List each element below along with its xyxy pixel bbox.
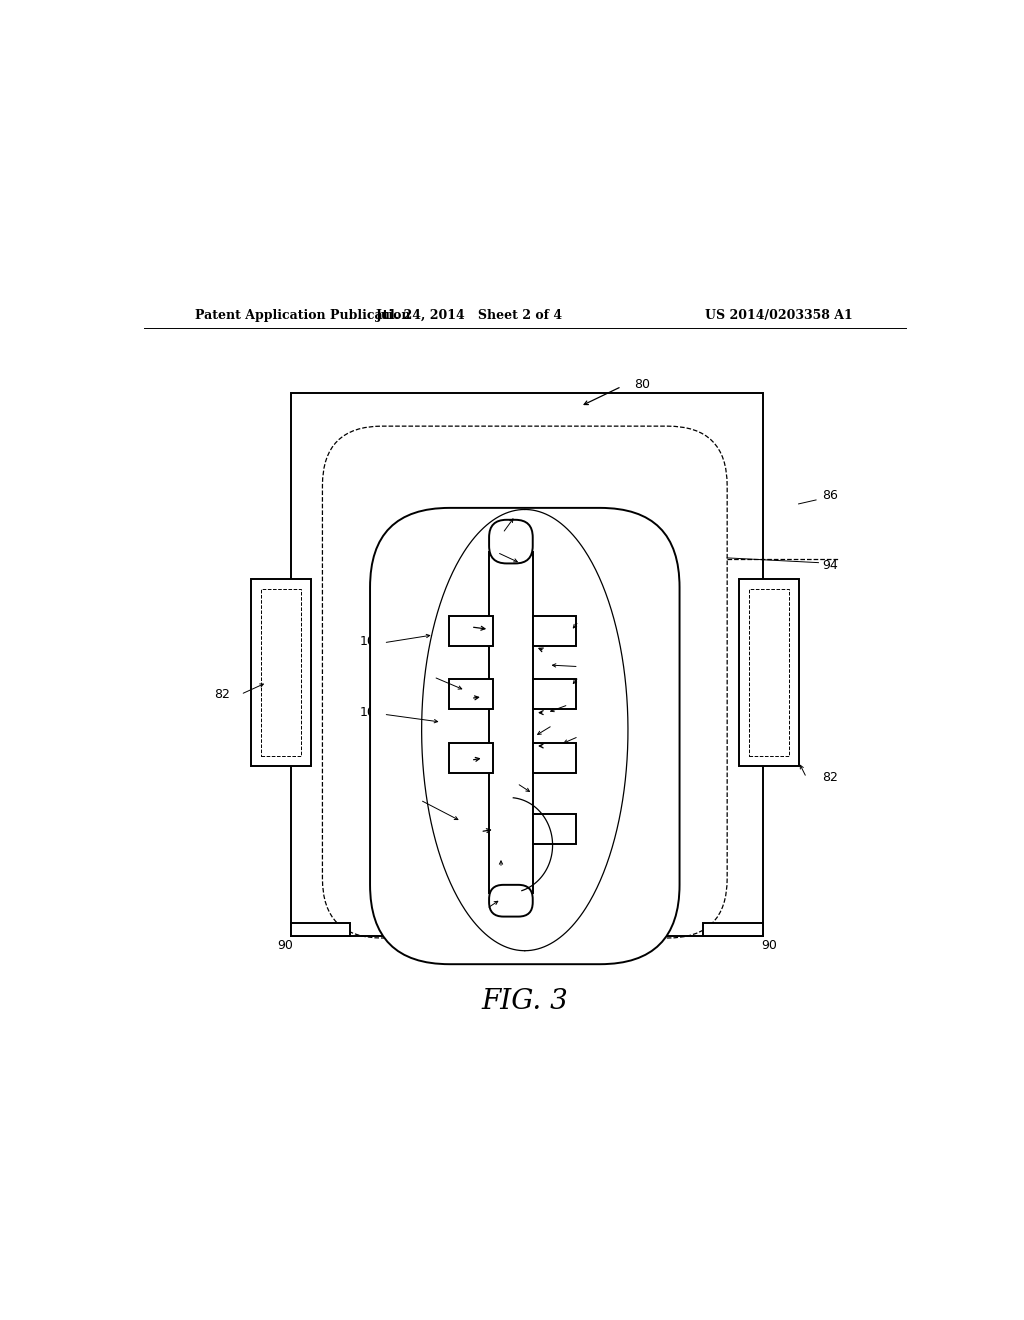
Bar — [749, 589, 790, 756]
Text: 90: 90 — [278, 939, 293, 952]
Text: 102: 102 — [359, 635, 384, 648]
Text: 100: 100 — [394, 791, 418, 804]
Bar — [251, 579, 310, 766]
Text: 80: 80 — [634, 379, 650, 391]
Bar — [291, 923, 350, 936]
Bar — [532, 743, 577, 774]
Text: 88: 88 — [503, 523, 518, 536]
Text: 92: 92 — [553, 939, 568, 952]
Text: 98: 98 — [515, 775, 531, 788]
Text: 100: 100 — [579, 612, 603, 626]
Bar — [450, 680, 494, 709]
Text: 82: 82 — [214, 688, 229, 701]
Text: 102: 102 — [579, 660, 602, 673]
Text: 84: 84 — [495, 543, 511, 556]
Text: 104: 104 — [500, 861, 523, 873]
FancyBboxPatch shape — [489, 520, 532, 564]
FancyBboxPatch shape — [489, 884, 532, 916]
Bar — [291, 393, 763, 936]
Text: 102: 102 — [359, 706, 384, 719]
Text: 96: 96 — [553, 717, 568, 730]
Text: 100: 100 — [408, 668, 431, 681]
Text: 82: 82 — [822, 771, 839, 784]
Text: X: X — [503, 936, 511, 949]
Text: 90: 90 — [761, 939, 777, 952]
Text: FIG. 3: FIG. 3 — [481, 987, 568, 1015]
Bar — [450, 743, 494, 774]
Bar — [260, 589, 301, 756]
Text: Y: Y — [454, 884, 461, 898]
Text: Jul. 24, 2014   Sheet 2 of 4: Jul. 24, 2014 Sheet 2 of 4 — [376, 309, 563, 322]
Text: Patent Application Publication: Patent Application Publication — [196, 309, 411, 322]
Bar — [532, 814, 577, 845]
Text: 100: 100 — [408, 723, 431, 737]
Bar — [532, 680, 577, 709]
Text: 100: 100 — [579, 727, 603, 741]
Text: US 2014/0203358 A1: US 2014/0203358 A1 — [705, 309, 853, 322]
Text: 100: 100 — [579, 668, 603, 681]
Bar — [703, 923, 763, 936]
Bar — [739, 579, 799, 766]
Text: 86: 86 — [822, 490, 839, 503]
Text: 94: 94 — [822, 558, 839, 572]
Bar — [489, 552, 532, 892]
Text: 84: 84 — [479, 904, 495, 917]
FancyBboxPatch shape — [370, 508, 680, 964]
Bar — [450, 616, 494, 645]
Text: 102: 102 — [568, 696, 592, 709]
Bar — [532, 616, 577, 645]
